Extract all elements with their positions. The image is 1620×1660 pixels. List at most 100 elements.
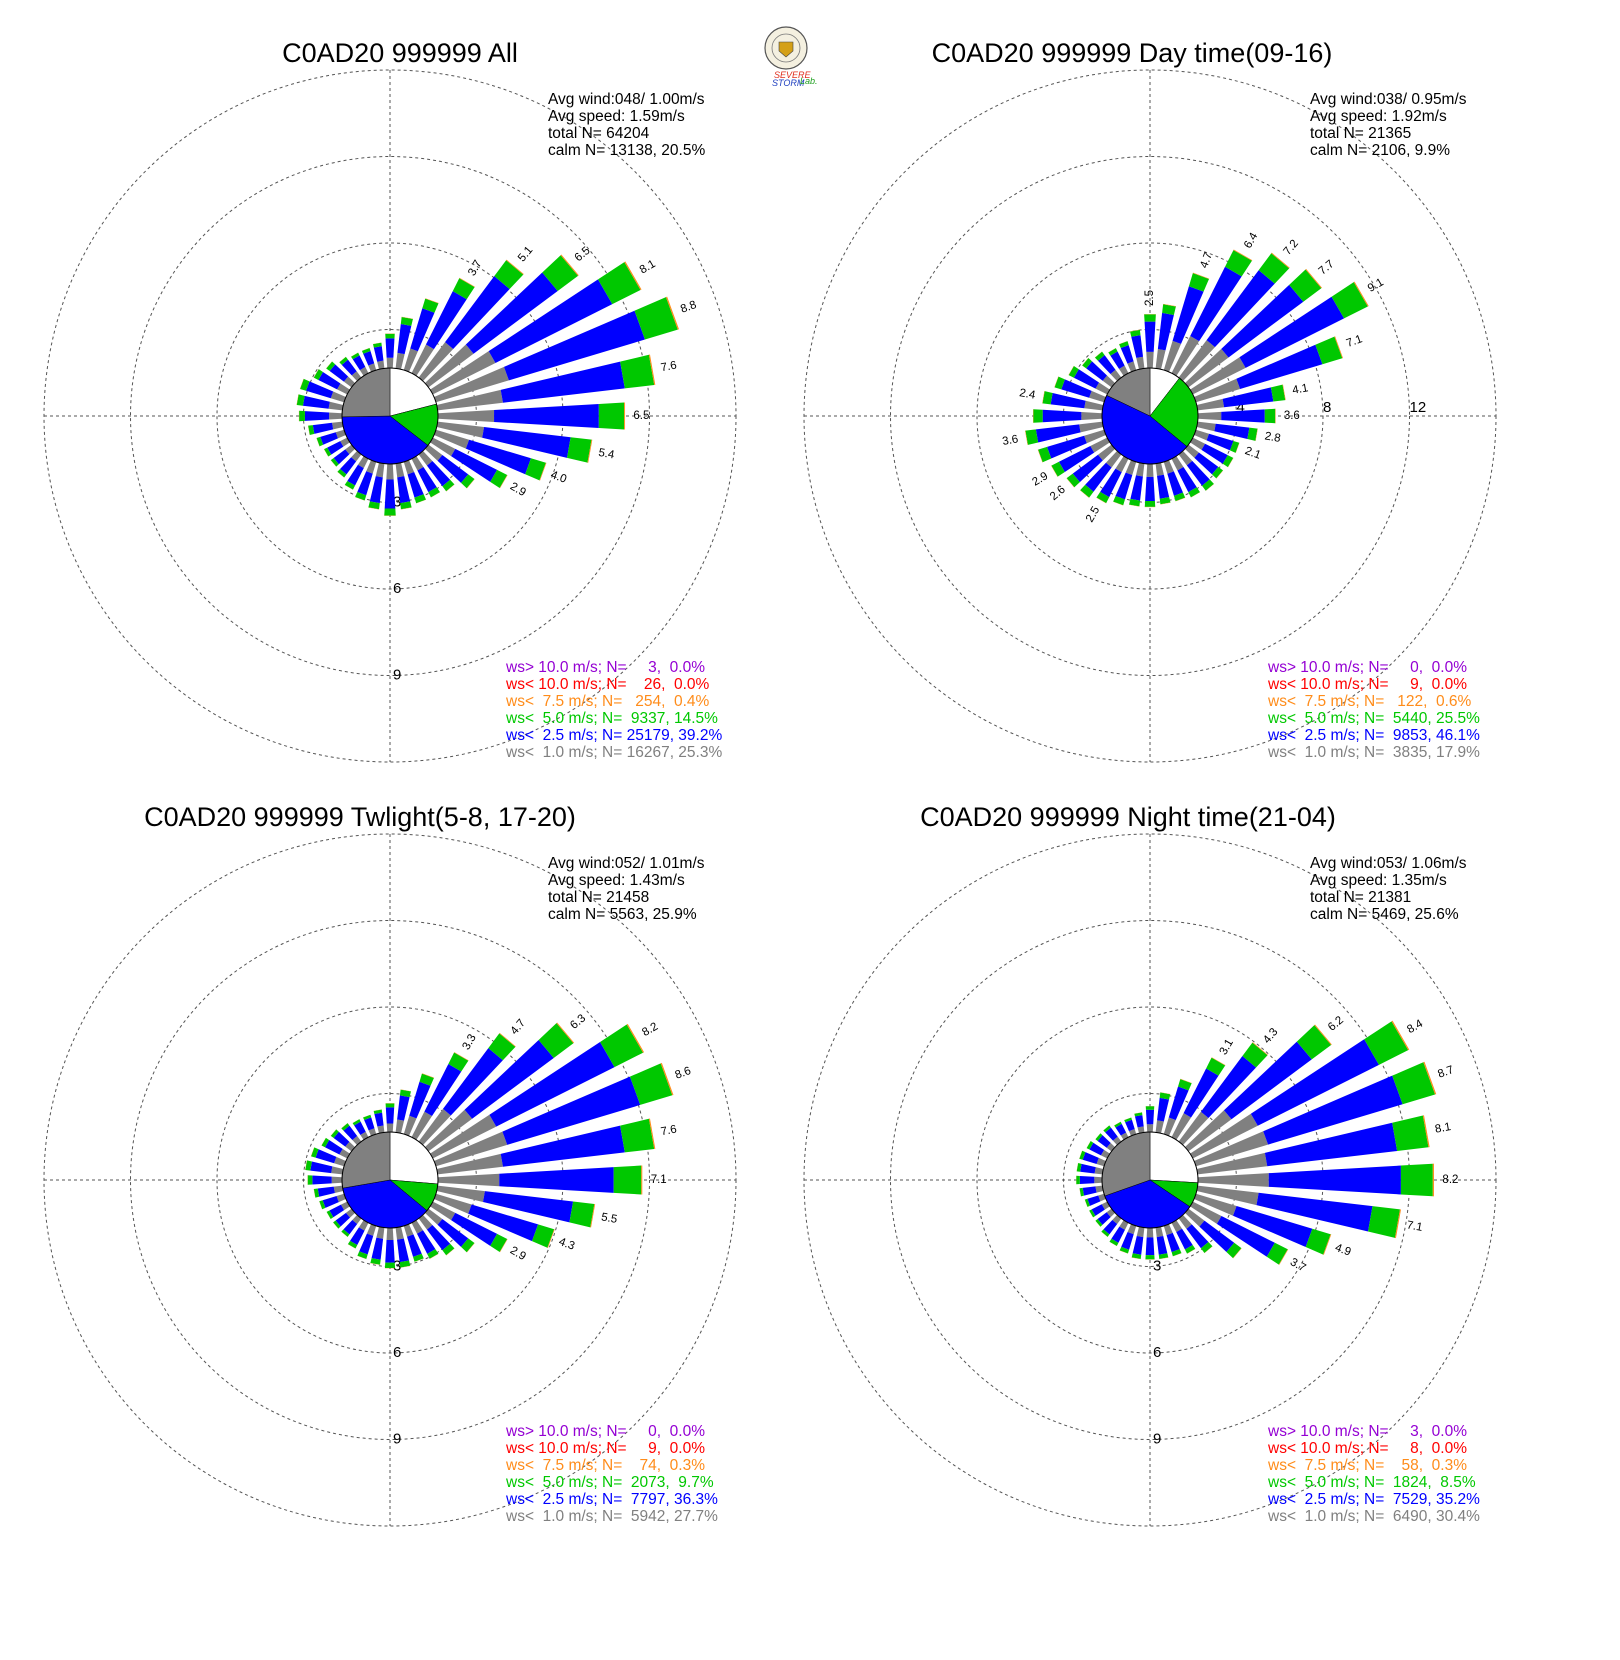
wind-direction-bar [418, 450, 455, 492]
wind-direction-bar [1190, 1201, 1289, 1265]
bar-segment-light [1079, 1175, 1095, 1185]
wind-direction-bar [363, 1114, 377, 1136]
wind-direction-bar [384, 1227, 396, 1269]
bar-segment-light [1157, 1097, 1170, 1122]
wind-direction-bar [313, 1185, 344, 1198]
bar-segment-calm [434, 1193, 472, 1214]
bar-segment-calm [403, 460, 415, 475]
bar-segment-light [1239, 296, 1345, 368]
bar-segment-calm [1171, 456, 1184, 471]
bar-segment-moderate [1222, 455, 1234, 468]
panel-twilight: C0AD20 999999 Twlight(5-8, 17-20) 3 6 9 3.3 4… [43, 802, 737, 1527]
bar-segment-light [1061, 379, 1092, 398]
bar-segment-light [369, 476, 383, 504]
bar-segment-fresh [1160, 1092, 1171, 1095]
bar-segment-moderate [311, 1147, 319, 1158]
bar-segment-moderate [1188, 487, 1200, 498]
bar-segment-light [1086, 361, 1108, 381]
bar-segment-light [1233, 1205, 1313, 1248]
bar-segment-calm [359, 366, 369, 376]
bar-segment-light [1134, 1115, 1144, 1128]
bar-segment-light [306, 381, 334, 399]
calm-pie-other [1149, 1131, 1199, 1183]
bar-segment-light [409, 1081, 431, 1119]
bar-segment-moderate [1033, 409, 1043, 423]
bar-segment-calm [430, 1114, 497, 1159]
wind-direction-bar [1178, 1214, 1213, 1254]
bar-segment-light [410, 308, 435, 352]
bar-segment-moderate [1038, 446, 1052, 463]
bar-segment-fresh [1160, 502, 1171, 505]
bar-segment-light [1222, 387, 1274, 408]
bar-segment-fresh [1192, 272, 1210, 280]
bar-value-label: 6.5 [633, 410, 649, 422]
bar-segment-light [322, 1196, 339, 1208]
bar-segment-light [1263, 1075, 1403, 1145]
bar-segment-calm [1079, 421, 1104, 433]
bar-segment-calm [332, 421, 344, 430]
bar-segment-moderate [330, 1129, 339, 1138]
bar-segment-calm [1196, 1185, 1259, 1206]
wind-direction-bar [341, 1214, 362, 1237]
bar-segment-fresh [1079, 1150, 1083, 1159]
calm-pie [341, 1131, 439, 1229]
bar-segment-light [1121, 1232, 1134, 1250]
bar-segment-light [312, 422, 334, 434]
bar-segment-calm [386, 357, 394, 369]
wind-direction-bar [411, 456, 441, 498]
bar-segment-fresh [660, 1062, 674, 1096]
bar-segment-moderate [1159, 497, 1171, 505]
bar-segment-calm [430, 1201, 456, 1221]
bar-value-label: 3.6 [1001, 433, 1019, 448]
bar-segment-calm [1127, 361, 1137, 372]
wind-direction-bar [1068, 365, 1110, 395]
bar-value-label: 7.7 [1317, 258, 1337, 277]
bar-segment-fresh [1323, 1234, 1332, 1255]
bar-segment-moderate [461, 474, 475, 489]
bar-segment-calm [1089, 390, 1106, 403]
bar-segment-calm [1115, 456, 1129, 473]
bar-segment-calm [1184, 1208, 1205, 1227]
wind-direction-bar [1130, 329, 1145, 370]
wind-direction-bar [326, 361, 356, 388]
bar-segment-light [1050, 392, 1086, 409]
bar-segment-calm [434, 1131, 508, 1167]
wind-direction-bar [430, 1023, 645, 1159]
bar-segment-fresh [1216, 470, 1224, 479]
bar-segment-light [1035, 424, 1081, 443]
legend-entry: ws< 5.0 m/s; N= 5440, 25.5% [1267, 710, 1480, 727]
wind-direction-bar [373, 1109, 385, 1134]
legend-entry: ws< 5.0 m/s; N= 1824, 8.5% [1267, 1474, 1476, 1491]
bar-segment-moderate [1084, 1198, 1090, 1207]
bar-segment-light [371, 1237, 384, 1260]
wind-direction-bar [434, 1193, 555, 1249]
bar-segment-fresh [1114, 1121, 1121, 1126]
bar-segment-moderate [300, 378, 310, 391]
bar-segment-moderate [1066, 473, 1080, 488]
bar-segment-moderate [538, 1023, 574, 1058]
bar-segment-moderate [333, 1220, 341, 1229]
bar-segment-moderate [351, 352, 360, 360]
logo-shield-icon [778, 41, 794, 58]
bar-value-label: 7.6 [660, 360, 678, 375]
legend-entry: ws< 2.5 m/s; N= 7797, 36.3% [505, 1491, 718, 1508]
wind-direction-bar [1184, 1024, 1332, 1152]
bar-segment-moderate [357, 1251, 368, 1259]
bar-segment-fresh [1233, 249, 1253, 261]
bar-segment-moderate [385, 333, 395, 339]
wind-direction-bar [1086, 1140, 1110, 1159]
wind-direction-bar [385, 1103, 395, 1133]
bar-segment-moderate [1130, 329, 1141, 337]
bar-value-label: 7.1 [651, 1174, 667, 1186]
bar-segment-moderate [1392, 1115, 1429, 1151]
bar-segment-light [1087, 1195, 1101, 1206]
bar-segment-light [1082, 1186, 1097, 1196]
wind-direction-bar [1196, 1185, 1401, 1239]
bar-segment-moderate [344, 480, 356, 490]
summary-stat: total N= 21365 [1310, 125, 1411, 142]
bar-segment-light [1047, 435, 1087, 459]
bar-segment-calm [330, 391, 346, 403]
wind-direction-bar [411, 277, 475, 376]
bar-segment-moderate [1225, 250, 1252, 277]
bar-segment-moderate [1171, 1249, 1182, 1257]
